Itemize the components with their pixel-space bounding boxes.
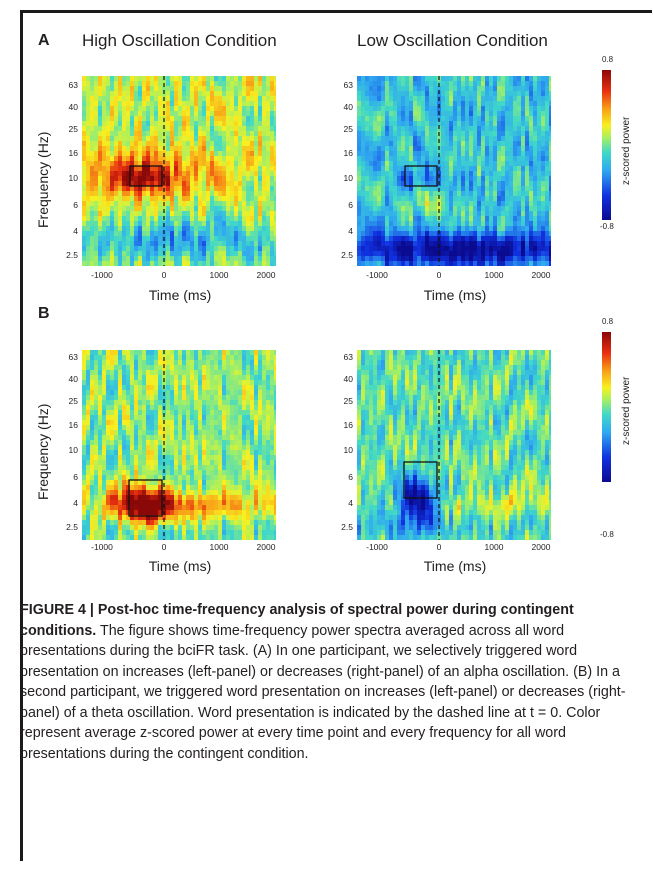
y-tick-label: 40 <box>68 102 78 112</box>
y-tick-label: 63 <box>343 80 353 90</box>
y-tick-label: 16 <box>343 148 353 158</box>
y-tick-label: 6 <box>348 472 353 482</box>
analysis-window-box <box>403 461 438 499</box>
colorbar-b-label: z-scored power <box>621 376 632 445</box>
y-tick-label: 4 <box>348 498 353 508</box>
analysis-window-box <box>404 165 438 187</box>
y-tick-label: 63 <box>68 352 78 362</box>
colorbar-a-label: z-scored power <box>621 116 632 185</box>
y-tick-label: 40 <box>343 102 353 112</box>
x-tick-label: 1000 <box>484 542 504 552</box>
y-tick-label: 25 <box>68 396 78 406</box>
y-tick-label: 10 <box>68 173 78 183</box>
title-high-oscillation: High Oscillation Condition <box>82 31 277 50</box>
heatmap-a-high <box>82 76 276 266</box>
y-tick-label: 16 <box>343 420 353 430</box>
y-tick-label: 63 <box>68 80 78 90</box>
y-tick-label: 4 <box>348 226 353 236</box>
y-tick-label: 6 <box>348 200 353 210</box>
y-axis-label-a: Frequency (Hz) <box>35 131 51 228</box>
x-tick-label: 2000 <box>531 542 551 552</box>
heatmap-b-low <box>357 350 551 540</box>
y-tick-label: 2.5 <box>341 250 353 260</box>
x-tick-label: 1000 <box>209 542 229 552</box>
x-tick-label: 0 <box>436 542 442 552</box>
x-tick-label: 0 <box>161 542 167 552</box>
analysis-window-box <box>128 479 163 517</box>
y-tick-label: 25 <box>343 124 353 134</box>
analysis-window-box <box>129 165 163 187</box>
figure-caption: FIGURE 4 | Post-hoc time-frequency analy… <box>20 600 640 764</box>
y-tick-label: 2.5 <box>66 250 78 260</box>
x-tick-label: -1000 <box>91 542 113 552</box>
y-tick-label: 10 <box>343 173 353 183</box>
colorbar-a-min: -0.8 <box>600 222 614 231</box>
caption-title: FIGURE 4 | Post-hoc time-frequency analy… <box>20 602 574 639</box>
y-tick-label: 40 <box>68 374 78 384</box>
x-axis-label-a-right: Time (ms) <box>423 287 487 303</box>
y-tick-label: 6 <box>73 200 78 210</box>
colorbar-b-min: -0.8 <box>600 530 614 539</box>
x-tick-label: 2000 <box>256 542 276 552</box>
colorbar-b-max: 0.8 <box>602 317 614 326</box>
x-tick-label: 0 <box>436 270 442 280</box>
y-tick-label: 10 <box>68 445 78 455</box>
heatmap-b-high <box>82 350 276 540</box>
y-tick-label: 4 <box>73 226 78 236</box>
y-tick-label: 2.5 <box>341 522 353 532</box>
colorbar-b <box>602 332 611 482</box>
y-tick-label: 40 <box>343 374 353 384</box>
y-tick-label: 6 <box>73 472 78 482</box>
x-tick-label: 2000 <box>531 270 551 280</box>
caption-body: The figure shows time-frequency power sp… <box>20 622 626 762</box>
figure-frame <box>20 10 652 585</box>
y-tick-label: 16 <box>68 148 78 158</box>
x-tick-label: -1000 <box>366 270 388 280</box>
x-axis-label-b-left: Time (ms) <box>148 558 212 574</box>
y-tick-label: 63 <box>343 352 353 362</box>
x-tick-label: 0 <box>161 270 167 280</box>
caption-bar <box>20 585 23 861</box>
x-tick-label: -1000 <box>91 270 113 280</box>
x-tick-label: 1000 <box>209 270 229 280</box>
title-low-oscillation: Low Oscillation Condition <box>357 31 548 50</box>
panel-label-b: B <box>38 305 50 322</box>
x-axis-label-b-right: Time (ms) <box>423 558 487 574</box>
x-axis-label-a-left: Time (ms) <box>148 287 212 303</box>
y-tick-label: 10 <box>343 445 353 455</box>
x-tick-label: 1000 <box>484 270 504 280</box>
panel-label-a: A <box>38 32 50 49</box>
y-tick-label: 2.5 <box>66 522 78 532</box>
x-tick-label: 2000 <box>256 270 276 280</box>
y-tick-label: 4 <box>73 498 78 508</box>
y-tick-label: 25 <box>343 396 353 406</box>
y-tick-label: 16 <box>68 420 78 430</box>
heatmap-a-low <box>357 76 551 266</box>
x-tick-label: -1000 <box>366 542 388 552</box>
colorbar-a-max: 0.8 <box>602 55 614 64</box>
colorbar-a <box>602 70 611 220</box>
y-tick-label: 25 <box>68 124 78 134</box>
y-axis-label-b: Frequency (Hz) <box>35 403 51 500</box>
